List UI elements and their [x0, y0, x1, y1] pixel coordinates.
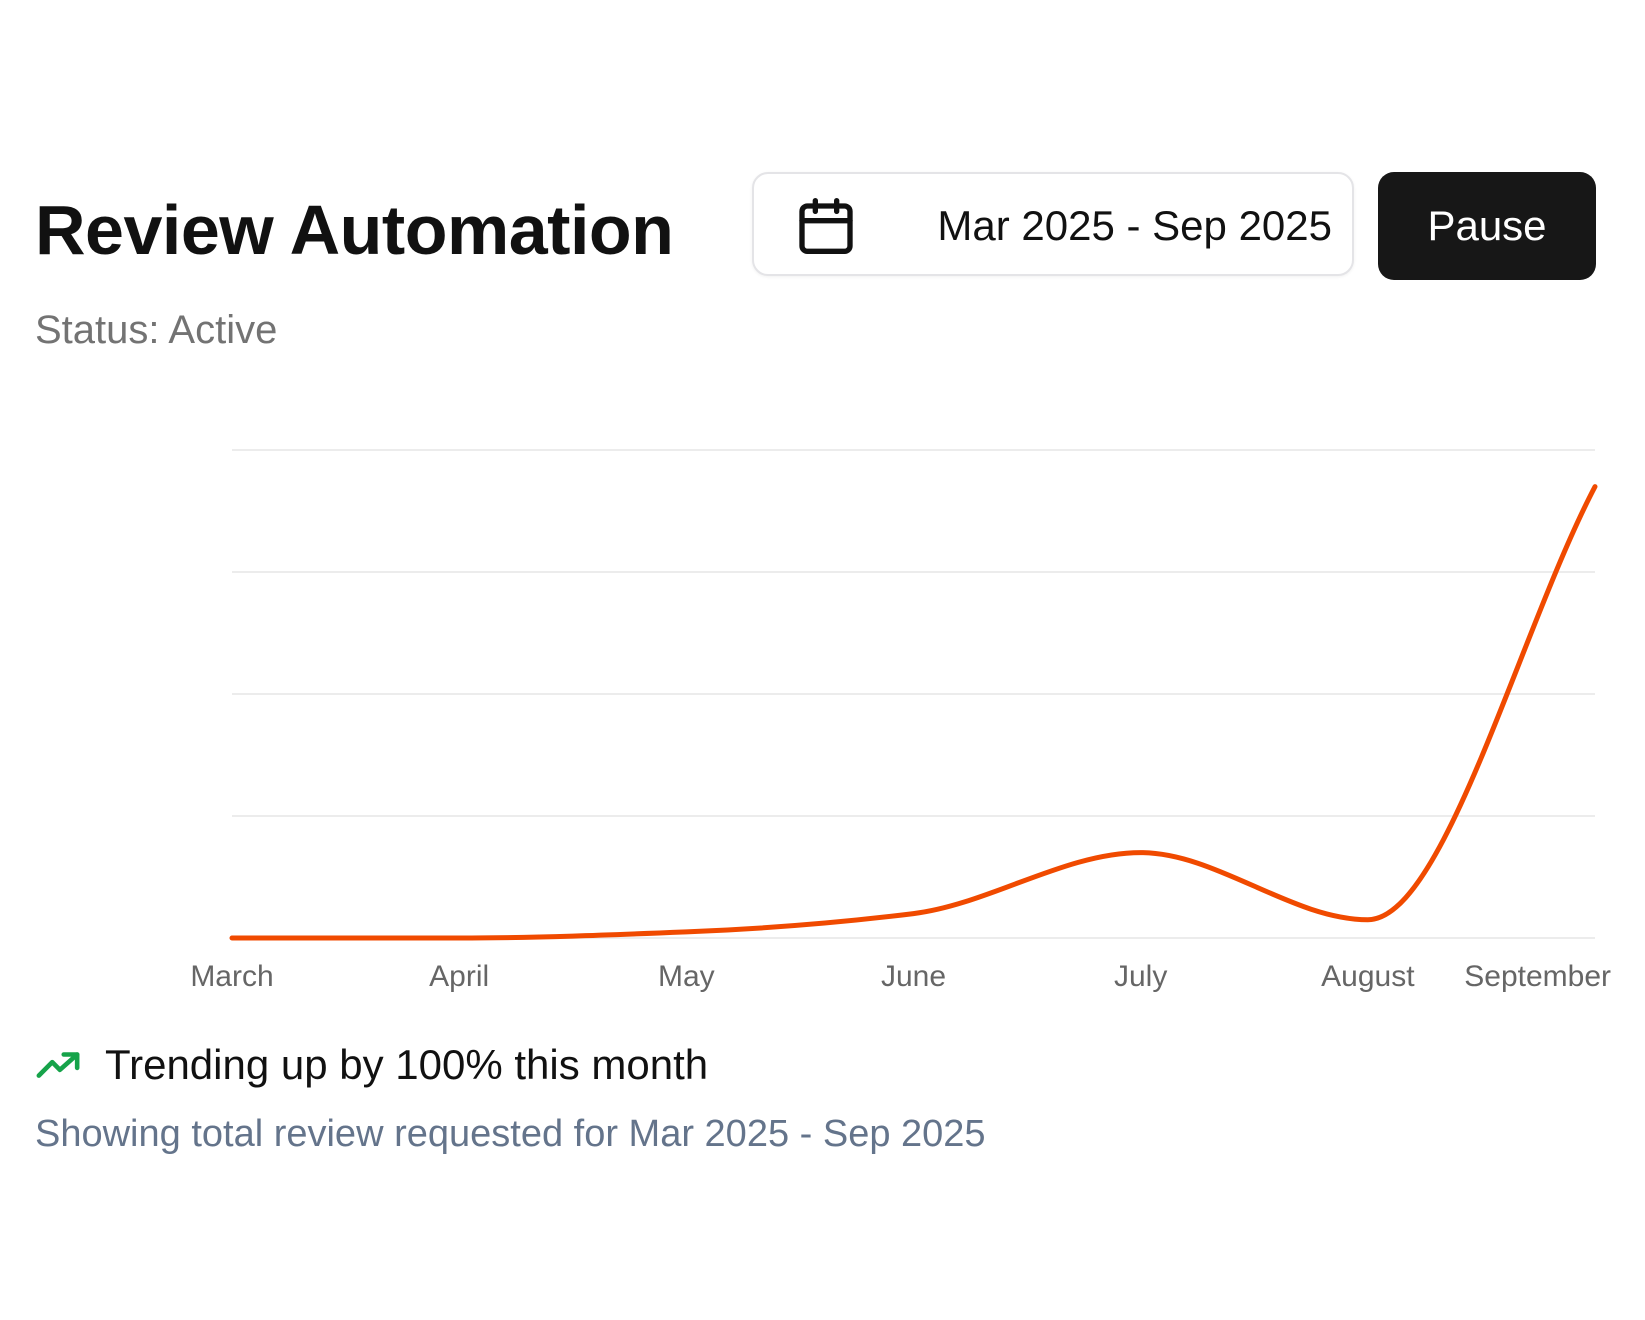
- x-tick-label: March: [190, 960, 273, 993]
- pause-button[interactable]: Pause: [1378, 172, 1596, 280]
- page-title: Review Automation: [35, 191, 674, 269]
- x-tick-label: August: [1321, 960, 1415, 993]
- status-text: Status: Active: [35, 308, 278, 352]
- series-line: [229, 484, 1598, 941]
- trend-text: Trending up by 100% this month: [105, 1041, 709, 1088]
- x-tick-label: April: [429, 960, 489, 993]
- card-footer: Trending up by 100% this month Showing t…: [35, 1035, 1435, 1155]
- x-tick-label: July: [1114, 960, 1167, 993]
- line-chart: March April May June July August September: [0, 420, 1645, 1000]
- date-range-label: Mar 2025 - Sep 2025: [937, 202, 1332, 249]
- chart-grid: [232, 449, 1595, 939]
- chart-caption: Showing total review requested for Mar 2…: [35, 1113, 986, 1155]
- trending-up-icon: [36, 1052, 80, 1078]
- card-header: Review Automation Mar 2025 - Sep 2025 Pa…: [35, 172, 1610, 282]
- chart-series: [229, 484, 1598, 941]
- calendar-icon: [799, 198, 853, 254]
- x-tick-label: May: [658, 960, 715, 993]
- x-axis-ticks: March April May June July August September: [190, 960, 1611, 993]
- trend-row: Trending up by 100% this month: [35, 1035, 1435, 1095]
- date-range-picker[interactable]: Mar 2025 - Sep 2025: [752, 172, 1354, 276]
- x-tick-label: September: [1464, 960, 1611, 993]
- x-tick-label: June: [881, 960, 946, 993]
- line-chart-svg: March April May June July August September: [190, 449, 1611, 993]
